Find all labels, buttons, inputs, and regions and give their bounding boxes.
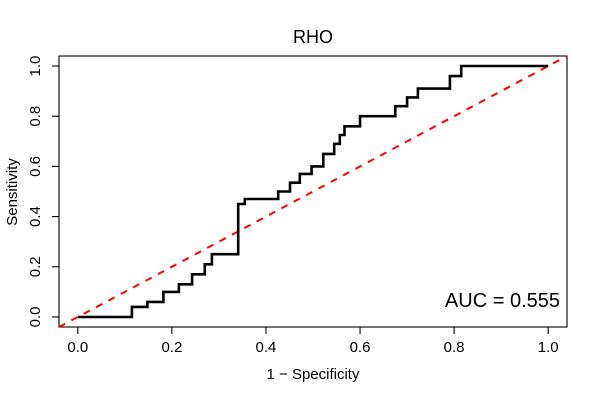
x-tick-label: 0.0 — [67, 339, 88, 356]
x-axis: 0.0 0.2 0.4 0.6 0.8 1.0 — [67, 327, 559, 356]
y-tick-label: 0.2 — [27, 256, 44, 277]
y-axis: 0.0 0.2 0.4 0.6 0.8 1.0 — [27, 56, 59, 328]
y-axis-label: Sensitivity — [4, 158, 21, 226]
series-layer — [58, 55, 568, 328]
x-tick-label: 1.0 — [538, 339, 559, 356]
y-tick-label: 0.6 — [27, 156, 44, 177]
y-tick-label: 0.8 — [27, 106, 44, 127]
y-tick-label: 0.4 — [27, 206, 44, 227]
plot-border-box — [58, 55, 568, 328]
x-tick-label: 0.8 — [444, 339, 465, 356]
y-tick-label: 0.0 — [27, 307, 44, 328]
chart-title: RHO — [293, 27, 333, 47]
x-tick-label: 0.4 — [256, 339, 277, 356]
diagonal-reference-line — [58, 55, 568, 328]
x-axis-label: 1 − Specificity — [267, 366, 360, 383]
x-tick-label: 0.2 — [161, 339, 182, 356]
x-tick-label: 0.6 — [350, 339, 371, 356]
y-tick-label: 1.0 — [27, 56, 44, 77]
auc-annotation: AUC = 0.555 — [445, 290, 560, 312]
roc-curve — [77, 64, 549, 319]
